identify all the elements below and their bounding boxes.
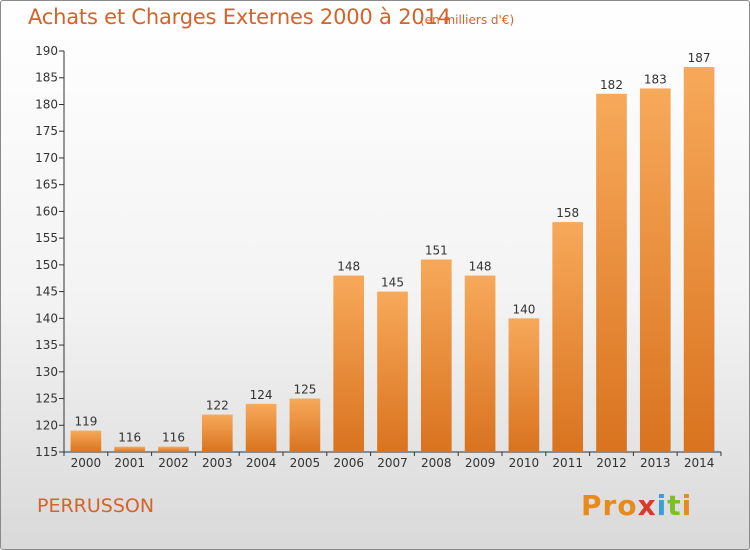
bar-2004 [245, 403, 277, 452]
x-tick-label: 2000 [71, 456, 102, 470]
bars-group: 119 116 116 122 124 125 148 145 151 148 140 158 182 1… [70, 51, 715, 453]
bar-2006 [333, 275, 365, 452]
y-tick-label: 160 [35, 204, 58, 218]
y-tick-label: 150 [35, 258, 58, 272]
bar-value-label: 140 [512, 302, 535, 316]
x-tick-label: 2012 [596, 456, 627, 470]
bar-value-label: 122 [206, 399, 229, 413]
x-tick-label: 2007 [377, 456, 408, 470]
y-tick-label: 190 [35, 44, 58, 58]
logo-letter: i [656, 489, 668, 522]
bar-value-label: 124 [250, 388, 273, 402]
y-axis: 115 120 125 130 135 140 145 150 155 160 165 170 175 1… [35, 44, 65, 459]
y-tick-label: 130 [35, 365, 58, 379]
y-tick-label: 185 [35, 71, 58, 85]
bar-value-label: 187 [688, 51, 711, 65]
bar-2001 [114, 446, 146, 452]
bar-2010 [508, 318, 540, 452]
x-tick-label: 2011 [552, 456, 583, 470]
x-tick-label: 2003 [202, 456, 233, 470]
bar-value-label: 158 [556, 206, 579, 220]
y-tick-label: 135 [35, 338, 58, 352]
bar-value-label: 148 [469, 260, 492, 274]
y-tick-label: 115 [35, 445, 58, 459]
bar-value-label: 148 [337, 260, 360, 274]
x-tick-label: 2008 [421, 456, 452, 470]
x-tick-label: 2010 [509, 456, 540, 470]
y-tick-label: 170 [35, 151, 58, 165]
y-tick-label: 145 [35, 285, 58, 299]
x-tick-label: 2002 [158, 456, 189, 470]
bar-value-label: 116 [162, 431, 185, 445]
y-tick-label: 140 [35, 311, 58, 325]
bar-2012 [596, 93, 627, 453]
bar-value-label: 116 [118, 431, 141, 445]
x-tick-label: 2014 [684, 456, 715, 470]
y-tick-label: 155 [35, 231, 58, 245]
bar-2011 [552, 222, 584, 452]
x-axis: 2000 2001 2002 2003 2004 2005 2006 2007 2008 2009… [63, 451, 722, 470]
x-tick-label: 2005 [290, 456, 321, 470]
place-label: PERRUSSON [37, 495, 155, 517]
bar-2014 [683, 67, 715, 452]
bar-2008 [420, 259, 452, 452]
chart-subtitle: (en milliers d'€) [420, 13, 515, 27]
bar-value-label: 151 [425, 244, 448, 258]
logo-letter: P [581, 489, 603, 522]
bar-2003 [201, 414, 233, 452]
y-tick-label: 125 [35, 392, 58, 406]
x-tick-label: 2013 [640, 456, 671, 470]
bar-value-label: 182 [600, 78, 623, 92]
y-tick-label: 120 [35, 418, 58, 432]
x-tick-label: 2006 [333, 456, 364, 470]
bar-value-label: 125 [293, 383, 316, 397]
bar-2007 [377, 291, 408, 452]
logo-letter: r [602, 489, 618, 522]
proxiti-logo: Proxiti [581, 489, 692, 522]
bar-value-label: 119 [74, 415, 97, 429]
x-tick-label: 2001 [114, 456, 145, 470]
bar-2002 [158, 446, 189, 452]
logo-letter: t [667, 489, 682, 522]
y-tick-label: 175 [35, 124, 58, 138]
y-tick-label: 165 [35, 178, 58, 192]
logo-letter: i [681, 489, 693, 522]
x-tick-label: 2009 [465, 456, 496, 470]
bar-2009 [464, 275, 496, 452]
chart-title: Achats et Charges Externes 2000 à 2014 [28, 5, 451, 29]
bar-value-label: 183 [644, 72, 667, 86]
bar-value-label: 145 [381, 276, 404, 290]
logo-letter: x [637, 489, 657, 522]
y-tick-label: 180 [35, 97, 58, 111]
logo-letter: o [617, 489, 638, 522]
bar-2005 [289, 398, 321, 452]
bar-2000 [70, 430, 102, 452]
x-tick-label: 2004 [246, 456, 277, 470]
bar-2013 [639, 88, 671, 452]
